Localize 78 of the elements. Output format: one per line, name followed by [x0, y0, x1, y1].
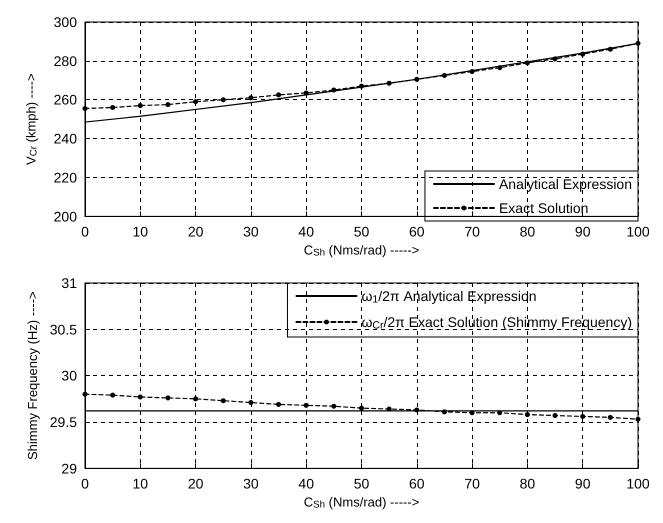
y-tick-label: 280 — [54, 52, 78, 69]
point — [331, 404, 336, 409]
point — [359, 406, 364, 411]
point — [82, 106, 88, 111]
y-axis-title: VCr (kmph) ----> — [23, 73, 40, 165]
point — [470, 69, 475, 74]
legend-label: Analytical Expression — [498, 176, 632, 192]
x-tick-label: 60 — [409, 223, 425, 240]
point — [608, 414, 613, 420]
point — [386, 80, 392, 86]
x-tick-label: 30 — [243, 475, 259, 492]
x-tick-label: 90 — [574, 223, 591, 240]
y-tick-label: 30 — [61, 368, 78, 384]
x-tick-label: 30 — [243, 223, 259, 240]
point — [414, 407, 420, 412]
y-tick-label: 260 — [54, 92, 78, 108]
point — [580, 414, 586, 419]
x-tick-label: 100 — [626, 223, 650, 240]
point — [359, 84, 364, 89]
point — [248, 400, 254, 406]
x-tick-label: 80 — [520, 223, 536, 240]
point — [82, 392, 88, 397]
x-tick-label: 50 — [354, 475, 370, 492]
x-tick-label: 10 — [132, 223, 148, 240]
y-tick-label: 200 — [54, 208, 78, 224]
point — [442, 72, 447, 78]
y-tick-label: 29.5 — [50, 414, 78, 430]
point — [248, 95, 254, 100]
point — [442, 409, 447, 414]
point — [220, 97, 226, 102]
point — [165, 102, 170, 108]
point — [193, 99, 198, 104]
point — [110, 392, 116, 398]
x-tick-label: 40 — [298, 223, 314, 240]
point — [524, 412, 530, 418]
point — [608, 46, 613, 52]
point — [304, 90, 309, 96]
x-tick-label: 20 — [188, 223, 204, 240]
point — [331, 88, 336, 93]
x-tick-label: 70 — [464, 223, 480, 240]
point — [580, 52, 586, 57]
point — [497, 410, 502, 416]
point — [276, 402, 282, 407]
x-tick-label: 0 — [81, 223, 90, 240]
y-tick-label: 300 — [54, 14, 78, 30]
point — [110, 105, 116, 110]
point — [304, 402, 309, 408]
x-tick-label: 50 — [354, 223, 370, 240]
point — [276, 92, 282, 98]
x-tick-label: 70 — [464, 475, 480, 492]
x-tick-label: 80 — [520, 475, 536, 492]
point — [552, 56, 558, 62]
point — [497, 65, 502, 70]
point — [220, 398, 226, 404]
point — [138, 103, 143, 108]
x-tick-label: 60 — [409, 475, 425, 492]
x-tick-label: 100 — [626, 475, 650, 492]
point — [636, 40, 640, 46]
legend-label: Exact Solution — [498, 200, 588, 216]
y-tick-label: 30.5 — [50, 321, 78, 338]
x-tick-label: 0 — [81, 475, 90, 492]
point — [636, 416, 640, 422]
x-tick-label: 20 — [188, 475, 204, 492]
point — [193, 396, 198, 402]
x-tick-label: 40 — [298, 475, 314, 492]
point — [524, 60, 530, 66]
y-tick-label: 31 — [61, 275, 78, 291]
point — [138, 394, 143, 400]
point — [414, 76, 420, 82]
y-tick-label: 220 — [54, 169, 78, 186]
point — [470, 410, 475, 416]
point — [552, 413, 558, 418]
x-tick-label: 10 — [132, 475, 148, 492]
y-tick-label: 29 — [61, 460, 78, 476]
x-tick-label: 90 — [574, 475, 591, 492]
y-tick-label: 240 — [54, 130, 78, 147]
point — [165, 395, 170, 400]
y-axis-title: Shimmy Frequency (Hz) ----> — [24, 291, 40, 460]
